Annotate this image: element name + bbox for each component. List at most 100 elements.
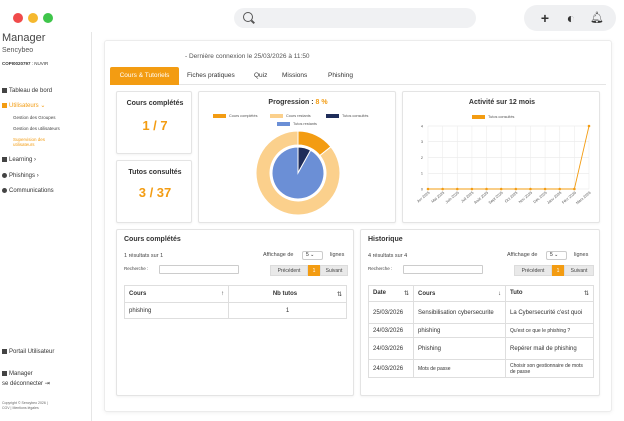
data-point[interactable] [529,187,532,191]
column-header-nb-tutos[interactable]: Nb tutos ⇅ [228,285,347,303]
table-row: 24/03/2026 Phishing Repérer mail de phis… [368,337,594,360]
completed-page-1-button[interactable]: 1 [308,265,320,276]
cell-tuto: Repérer mail de phishing [505,337,594,360]
completed-page-size-select[interactable]: 5 ⌄ [302,251,323,260]
legend-tutos-remaining: Tutos restants [293,122,317,126]
sidebar-subitem-groups[interactable]: Gestion des Groupes [13,115,56,120]
completed-search-input[interactable] [159,265,239,274]
history-page-size-select[interactable]: 5 ⌄ [546,251,567,260]
cell-tuto: La Cybersecurité c'est quoi [505,301,594,324]
sidebar-portal-link[interactable]: Portail Utilisateur [2,349,54,355]
history-search-label: Recherche : [368,266,393,271]
plus-icon[interactable]: + [540,10,550,26]
chevron-down-icon: ⌄ [40,103,46,109]
cell-course: phishing [124,302,229,319]
last-login-text: - Dernière connexion le 25/03/2026 à 11:… [185,53,310,60]
cell-tuto: Choisir son gestionnaire de mots de pass… [505,359,594,378]
data-point[interactable] [558,187,562,191]
x-tick-label: Avr 2025 [416,191,430,204]
learning-icon [2,157,7,162]
legend-swatch-tutos-remaining [277,122,290,126]
data-point[interactable] [573,187,576,191]
history-page-1-button[interactable]: 1 [552,265,564,276]
completed-results-count: 1 résultats sur 1 [124,253,164,259]
legend-courses-remaining: Cours restants [286,114,311,118]
bell-icon[interactable]: 🔔︎ [590,12,604,24]
data-point[interactable] [499,187,503,191]
courses-completed-label: Cours complétés [126,100,184,107]
legend-courses-completed: Cours complétés [229,114,258,118]
portal-icon [2,349,7,354]
sidebar-footer: Copyright © Sencybeo 2026 | CGV | Mentio… [2,401,48,410]
activity-card: Activité sur 12 mois Tutos consultés 0 1 2… [402,91,600,223]
data-point[interactable] [485,187,488,191]
tab-missions[interactable]: Missions [282,72,308,79]
data-point[interactable] [426,187,430,191]
sidebar-item-dashboard[interactable]: Tableau de bord [2,88,52,94]
legend-swatch-courses-completed [213,114,226,118]
progression-title: Progression : 8 % [268,99,328,106]
sidebar-item-learning[interactable]: Learning › [2,157,36,163]
data-point[interactable] [587,124,591,128]
sidebar-item-communications[interactable]: Communications [2,188,54,194]
sort-asc-icon: ↑ [221,291,224,297]
data-point[interactable] [441,187,444,191]
window-maximize-button[interactable] [43,13,53,23]
tab-phishing[interactable]: Phishing [328,72,353,79]
y-tick-label: 0 [421,187,423,191]
theme-icon[interactable]: ◐ [566,10,576,26]
table-row: 25/03/2026 Sensibilisation cybersecurite… [368,301,594,324]
sort-icon: ⇅ [583,291,589,297]
column-header-tuto[interactable]: Tuto ⇅ [505,285,594,302]
sidebar-account-code: COPI0020797 : NUVIR [2,61,49,66]
y-tick-label: 4 [421,124,423,128]
table-header-row: Cours ↑ Nb tutos ⇅ [124,285,347,303]
tab-courses-tutorials[interactable]: Cours & Tutoriels [110,67,179,85]
completed-prev-button[interactable]: Précédent [270,265,308,276]
window-close-button[interactable] [13,13,23,23]
x-tick-label: Oct 2025 [504,191,518,204]
address-bar[interactable] [234,8,476,28]
logout-link[interactable]: se déconnecter ⇥ [2,381,50,387]
phishing-icon [2,173,7,178]
history-next-button[interactable]: Suivant [564,265,594,276]
column-header-cours[interactable]: Cours ↑ [124,285,229,303]
sidebar-item-users[interactable]: Utilisateurs ⌄ [2,102,45,109]
x-tick-label: Juin 2025 [445,191,460,205]
tab-practical-sheets[interactable]: Fiches pratiques [187,72,235,79]
tab-quiz[interactable]: Quiz [254,72,268,79]
sidebar-subitem-users[interactable]: Gestion des utilisateurs [13,126,60,131]
sidebar-manager: Manager [2,371,33,377]
users-icon [2,102,7,108]
browser-toolbar: + ◐ 🔔︎ [0,0,624,38]
search-icon [243,12,253,22]
completed-next-button[interactable]: Suivant [320,265,348,276]
legend-swatch-tutos-consulted [326,114,339,118]
x-tick-label: Mai 2025 [431,191,446,204]
cell-tuto: Qu'est ce que le phishing ? [505,323,594,338]
cell-course: Phishing [413,337,506,360]
history-prev-button[interactable]: Précédent [514,265,552,276]
legend-tutos: Tutos consultés [488,115,515,119]
data-point[interactable] [514,187,518,191]
completed-search-label: Recherche : [124,266,149,271]
tutos-consulted-value: 3 / 37 [138,185,172,200]
data-point[interactable] [455,187,459,191]
sidebar-subitem-supervision[interactable]: Supervision des utilisateurs [13,137,46,147]
table-row: phishing 1 [124,302,347,319]
data-point[interactable] [543,187,547,191]
column-header-date[interactable]: Date ⇅ [368,285,414,302]
series-line-tutos [428,125,590,190]
cell-date: 24/03/2026 [368,359,414,378]
window-minimize-button[interactable] [28,13,38,23]
data-point[interactable] [470,187,474,191]
sidebar-item-phishings[interactable]: Phishings › [2,173,39,179]
table-row: 24/03/2026 Mots de passe Choisir son ges… [368,359,594,378]
column-header-cours[interactable]: Cours ↓ [413,285,506,302]
dashboard-icon [2,88,7,93]
sort-desc-icon: ↓ [498,290,501,297]
x-tick-label: Nov 2025 [518,191,533,205]
history-search-input[interactable] [403,265,483,274]
history-table: Date ⇅ Cours ↓ Tuto ⇅ 25/03/2026 Sensibilis… [368,285,594,378]
